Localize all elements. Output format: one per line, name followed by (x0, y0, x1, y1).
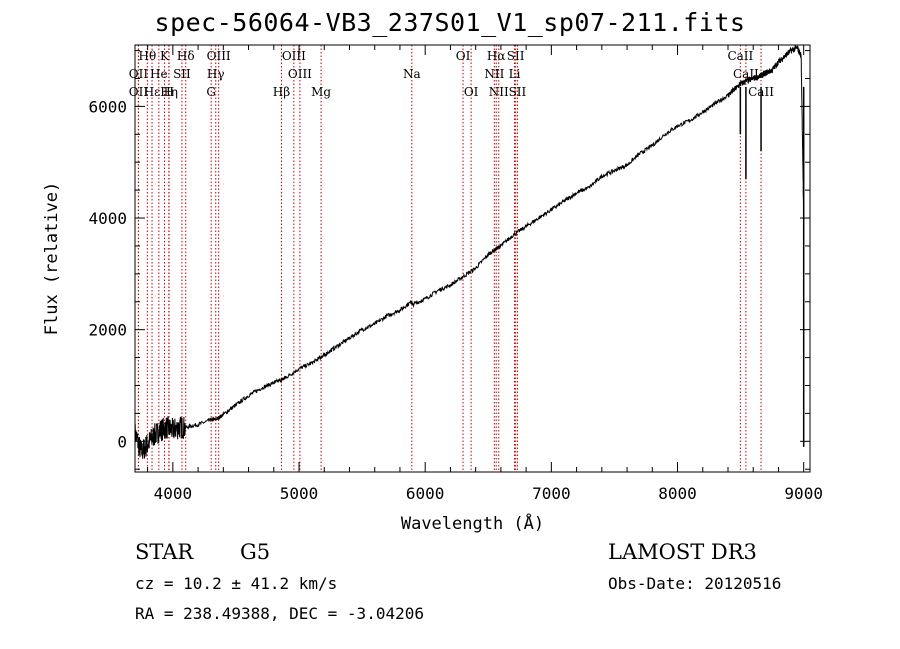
line-label: H (164, 85, 174, 99)
line-label: Hε (144, 85, 161, 99)
obs-date-text: Obs-Date: 20120516 (608, 574, 782, 593)
x-axis-label: Wavelength (Å) (401, 512, 544, 534)
line-label: CaII (727, 49, 753, 63)
x-tick-label: 4000 (154, 484, 193, 503)
x-tick-label: 7000 (532, 484, 571, 503)
survey-label: LAMOST DR3 (608, 540, 757, 564)
line-label: G (206, 85, 216, 99)
object-class: STAR (135, 540, 194, 564)
line-label: Hθ (139, 49, 157, 63)
y-axis-label: Flux (relative) (42, 182, 62, 336)
y-tick-label: 4000 (88, 209, 127, 228)
line-label: Hη (160, 85, 178, 99)
line-label: OII (129, 67, 149, 81)
line-label: Hβ (273, 85, 290, 99)
line-label: SII (173, 67, 191, 81)
line-label: Hα (487, 49, 506, 63)
line-label: He (150, 67, 168, 81)
line-label: K (160, 49, 170, 63)
y-tick-label: 6000 (88, 97, 127, 116)
y-tick-label: 2000 (88, 321, 127, 340)
line-label: Li (509, 67, 521, 81)
line-label: Hδ (177, 49, 195, 63)
x-tick-label: 6000 (406, 484, 445, 503)
redshift-text: cz = 10.2 ± 41.2 km/s (135, 574, 338, 593)
line-label: OI (456, 49, 471, 63)
line-label: SII (507, 49, 525, 63)
line-label: OIII (288, 67, 312, 81)
spectrum-line (134, 44, 805, 459)
x-tick-label: 9000 (784, 484, 823, 503)
chart-title: spec-56064-VB3_237S01_V1_sp07-211.fits (154, 8, 746, 37)
line-label: CaII (733, 67, 759, 81)
object-subclass: G5 (240, 540, 271, 564)
line-label: NII (489, 85, 509, 99)
y-tick-label: 0 (117, 432, 127, 451)
line-label: CaII (748, 85, 774, 99)
line-label: OIII (282, 49, 306, 63)
line-label: Mg (311, 85, 331, 99)
radec-text: RA = 238.49388, DEC = -3.04206 (135, 604, 424, 623)
line-label: Hγ (207, 67, 225, 81)
line-label: OI (464, 85, 479, 99)
x-tick-label: 5000 (280, 484, 319, 503)
x-tick-label: 8000 (658, 484, 697, 503)
line-label: OII (129, 85, 149, 99)
line-label: OIII (207, 49, 231, 63)
line-label: NII (484, 67, 504, 81)
plot-frame (134, 44, 811, 473)
line-label: SII (509, 85, 527, 99)
line-label: Na (403, 67, 421, 81)
